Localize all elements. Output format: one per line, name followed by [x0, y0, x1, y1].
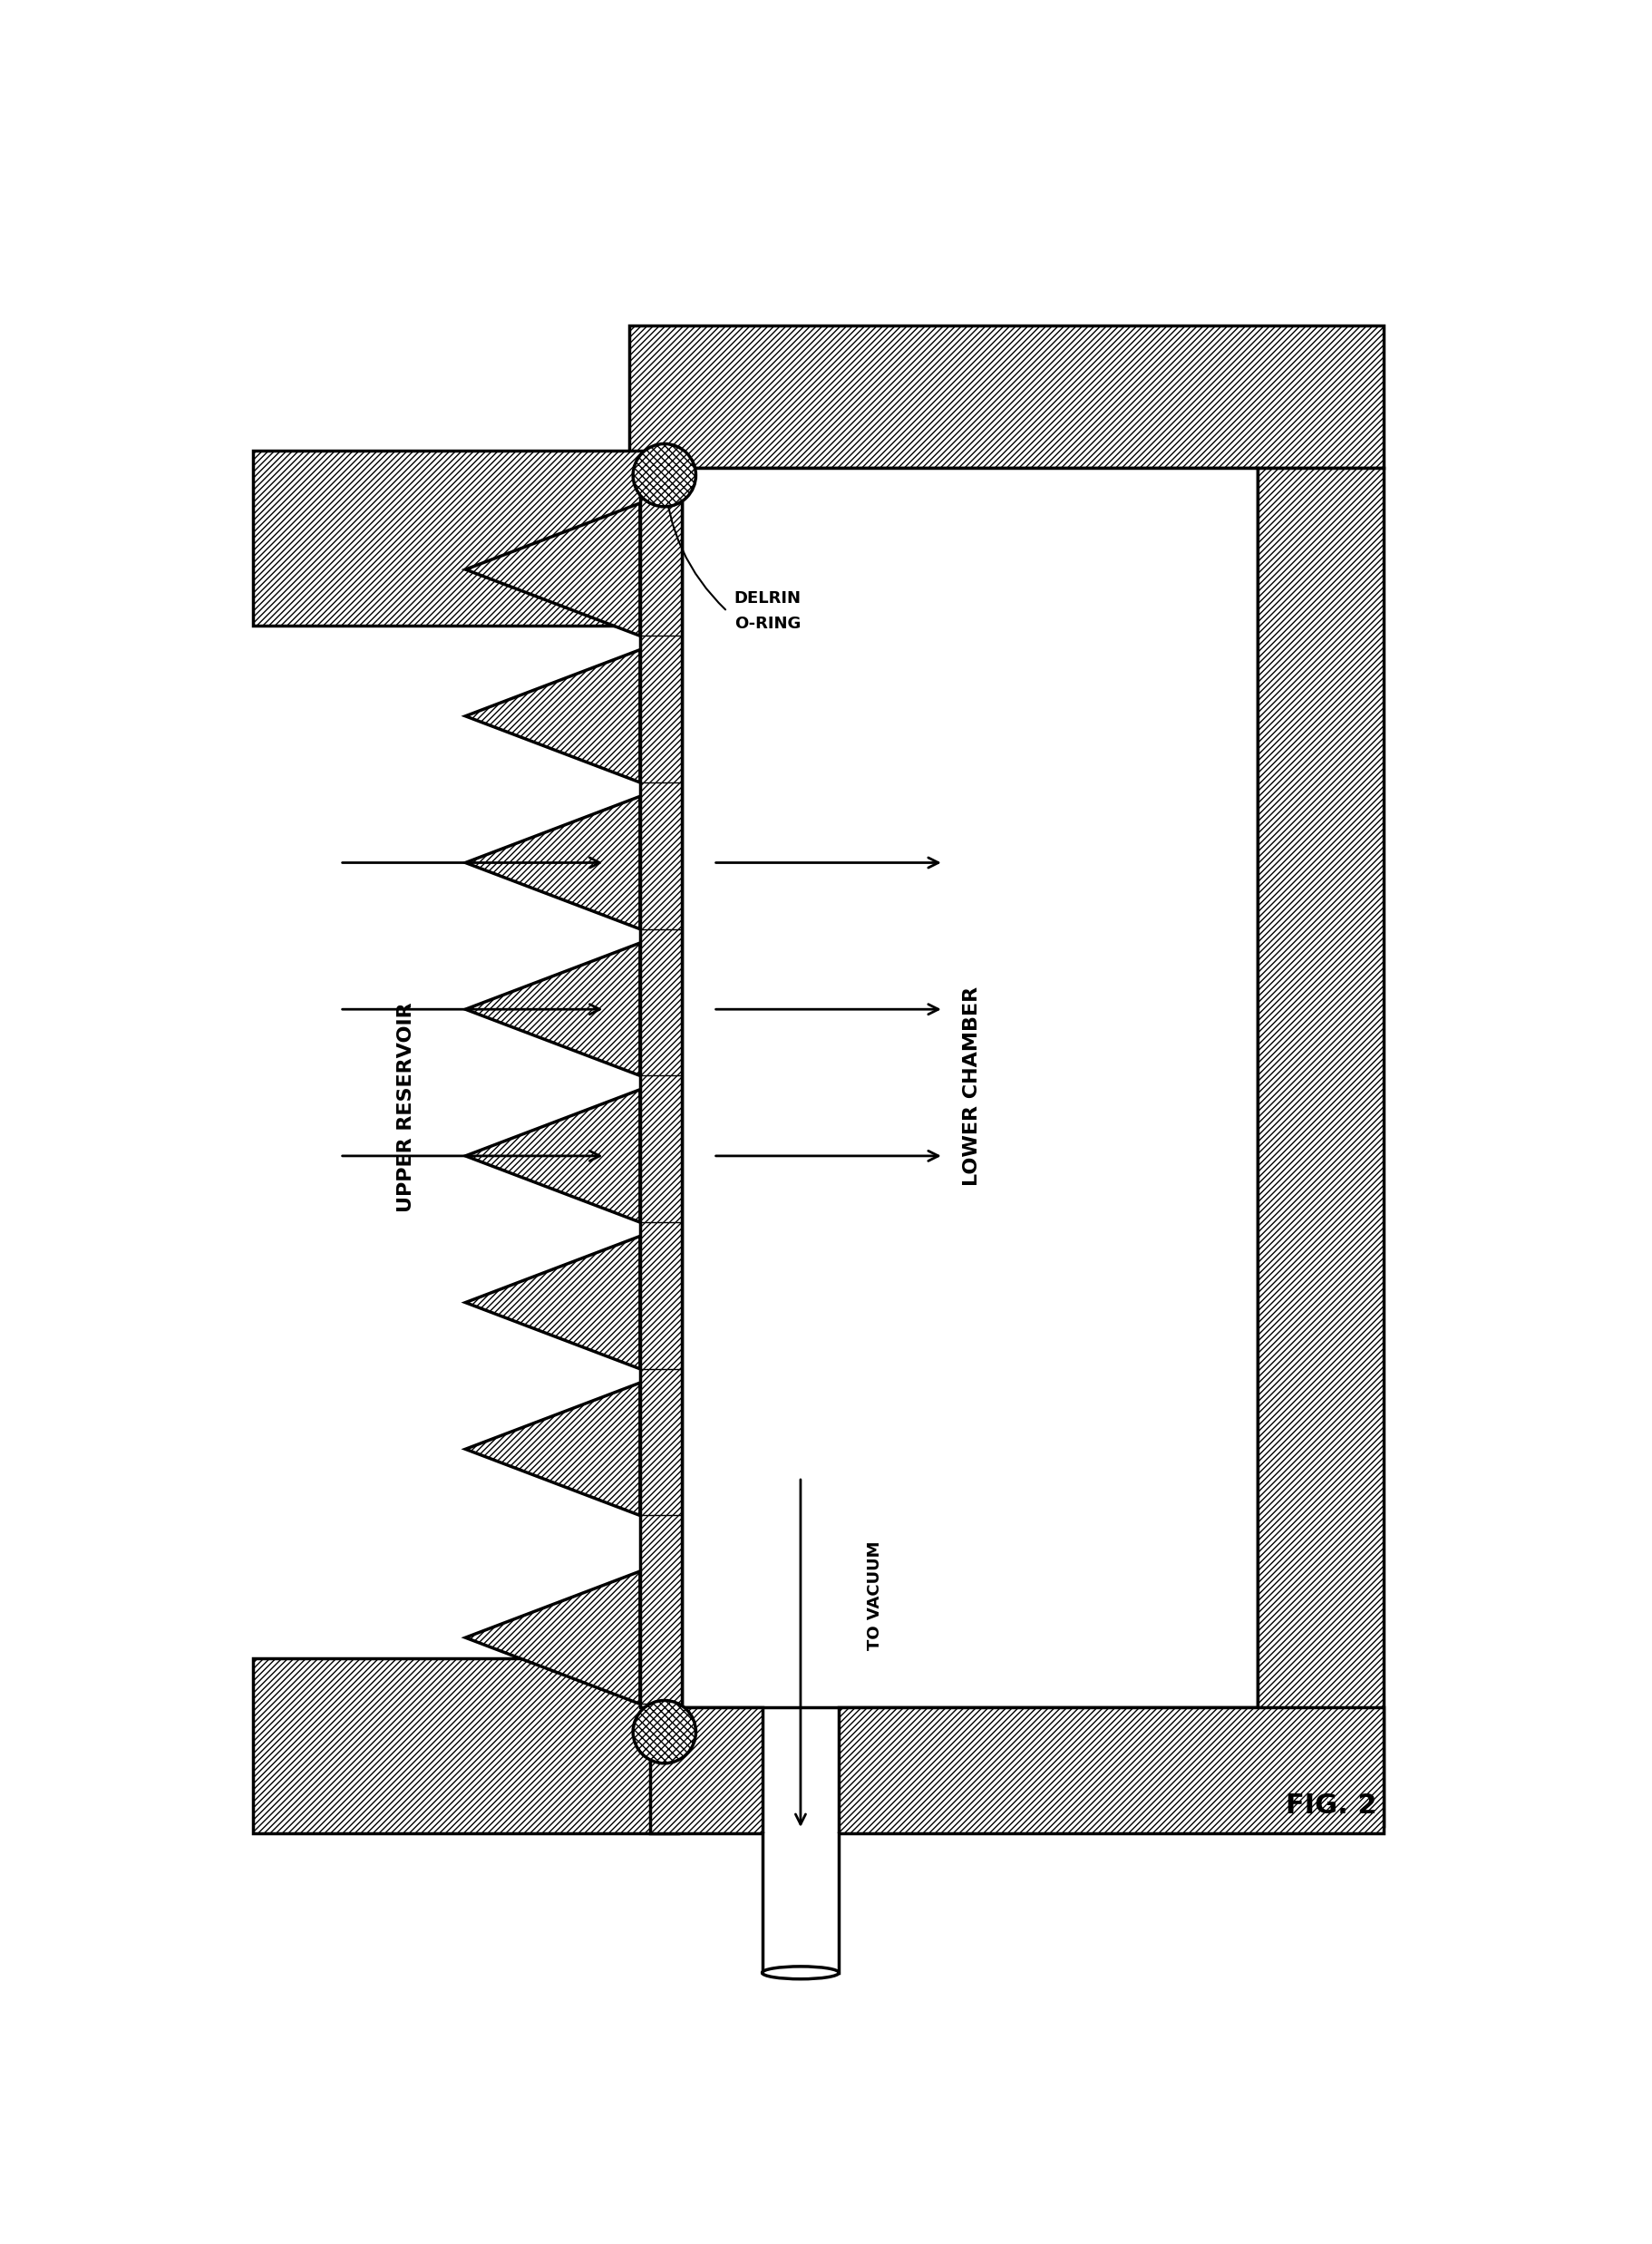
Polygon shape [466, 1091, 639, 1223]
Text: O-RING: O-RING [733, 615, 801, 633]
Circle shape [633, 444, 695, 507]
Text: UPPER RESERVOIR: UPPER RESERVOIR [396, 1003, 415, 1212]
Polygon shape [466, 1236, 639, 1369]
Bar [1257, 469, 1383, 1827]
Bar [253, 451, 679, 626]
Polygon shape [466, 651, 639, 783]
Polygon shape [466, 797, 639, 929]
Text: LOWER CHAMBER: LOWER CHAMBER [963, 987, 981, 1185]
Bar [839, 1708, 1383, 1833]
Bar [651, 1708, 762, 1833]
Polygon shape [466, 1382, 639, 1515]
Bar [253, 1658, 679, 1833]
Ellipse shape [762, 1966, 839, 1979]
Polygon shape [466, 1571, 639, 1703]
Bar [762, 1833, 839, 1972]
Text: DELRIN: DELRIN [733, 590, 801, 606]
Bar [629, 325, 1383, 469]
Text: FIG. 2: FIG. 2 [1285, 1793, 1376, 1818]
Circle shape [633, 1701, 695, 1764]
Bar [639, 469, 682, 1708]
Text: TO VACUUM: TO VACUUM [867, 1542, 884, 1649]
Polygon shape [466, 503, 639, 635]
Bar [682, 469, 1257, 1708]
Polygon shape [466, 942, 639, 1075]
